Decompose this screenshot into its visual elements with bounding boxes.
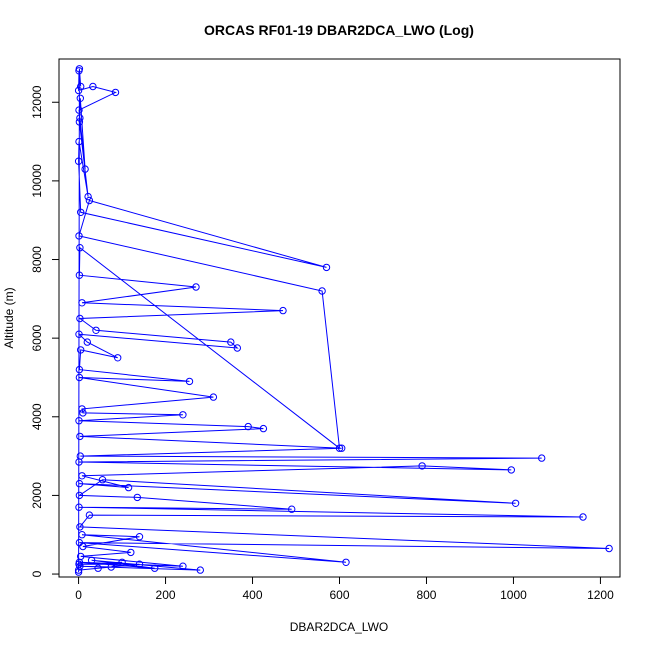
data-point	[244, 422, 252, 431]
data-point	[75, 232, 83, 240]
data-point	[78, 472, 86, 480]
plot-frame	[58, 58, 621, 578]
data-point	[418, 462, 426, 470]
data-point	[98, 476, 107, 484]
data-point	[151, 564, 159, 572]
data-point	[81, 165, 89, 173]
data-point	[75, 503, 83, 511]
x-axis-label: DBAR2DCA_LWO	[290, 620, 388, 634]
data-point	[76, 94, 85, 103]
y-axis-label: Altitude (m)	[2, 287, 16, 348]
data-point	[259, 424, 268, 433]
data-point	[209, 393, 218, 401]
data-point	[342, 558, 350, 566]
y-tick-label: 12000	[30, 85, 44, 119]
data-point	[78, 531, 86, 539]
data-point	[89, 82, 97, 91]
data-point	[227, 338, 235, 346]
data-point	[196, 566, 205, 574]
data-point	[75, 106, 83, 114]
data-point	[78, 405, 86, 413]
data-point	[76, 432, 84, 441]
x-tick-label: 200	[156, 588, 176, 602]
data-point	[74, 86, 83, 95]
data-point	[78, 299, 86, 307]
data-point	[279, 306, 287, 315]
chart-title: ORCAS RF01-19 DBAR2DCA_LWO (Log)	[204, 22, 474, 38]
data-point	[74, 566, 83, 574]
data-point	[322, 263, 331, 272]
data-point	[233, 344, 242, 352]
data-series	[74, 65, 613, 576]
data-point	[79, 409, 87, 417]
data-point	[511, 499, 520, 507]
data-point	[179, 562, 187, 570]
data-point	[335, 444, 344, 452]
data-point	[76, 523, 84, 531]
data-point	[77, 208, 85, 217]
data-point	[124, 483, 133, 492]
data-point	[111, 88, 120, 97]
data-point	[75, 373, 84, 382]
y-tick-label: 6000	[30, 324, 44, 351]
data-point	[75, 458, 83, 466]
data-point	[76, 244, 84, 252]
data-point	[118, 558, 126, 566]
data-point	[338, 444, 346, 452]
x-tick-label: 1000	[500, 588, 527, 602]
data-point	[133, 493, 142, 502]
x-axis: 0 200 400 600 800 1000 1200	[75, 576, 614, 602]
y-tick-label: 2000	[30, 482, 44, 509]
data-point	[75, 271, 84, 279]
x-tick-label: 1200	[587, 588, 614, 602]
data-point	[288, 505, 296, 513]
data-point	[179, 411, 187, 419]
series-line	[77, 68, 610, 573]
x-tick-label: 400	[243, 588, 263, 602]
data-point	[75, 417, 83, 425]
data-point	[77, 346, 85, 354]
data-point	[77, 82, 85, 91]
data-point	[75, 479, 84, 488]
y-tick-label: 8000	[30, 246, 44, 273]
data-point	[75, 67, 83, 75]
data-point	[127, 548, 135, 557]
data-point	[192, 283, 200, 291]
y-axis: 0 2000 4000 6000 8000 10000 12000	[30, 85, 60, 577]
data-point	[107, 563, 115, 571]
data-point	[76, 314, 84, 323]
x-tick-label: 0	[75, 588, 82, 602]
data-point	[87, 556, 96, 564]
data-point	[76, 114, 84, 122]
data-point	[135, 533, 144, 541]
data-point	[75, 365, 84, 374]
data-point	[75, 491, 84, 500]
data-point	[114, 354, 122, 362]
x-tick-label: 600	[329, 588, 349, 602]
y-tick-label: 10000	[30, 164, 44, 198]
data-point	[84, 192, 92, 201]
data-point	[318, 287, 326, 295]
data-point	[605, 544, 613, 553]
y-tick-label: 4000	[30, 403, 44, 430]
data-point	[579, 513, 587, 521]
x-tick-label: 800	[416, 588, 436, 602]
data-point	[75, 118, 84, 126]
data-point	[83, 338, 92, 346]
data-point	[94, 564, 102, 572]
data-point	[85, 511, 94, 519]
data-point	[85, 196, 94, 205]
y-tick-label: 0	[30, 570, 44, 577]
data-point	[538, 454, 546, 462]
data-point	[507, 466, 515, 474]
data-point	[135, 560, 144, 568]
data-point	[79, 542, 87, 551]
data-point	[92, 326, 100, 334]
data-point	[74, 157, 83, 165]
data-point	[185, 377, 194, 386]
data-point	[75, 330, 83, 338]
data-point	[75, 137, 83, 146]
